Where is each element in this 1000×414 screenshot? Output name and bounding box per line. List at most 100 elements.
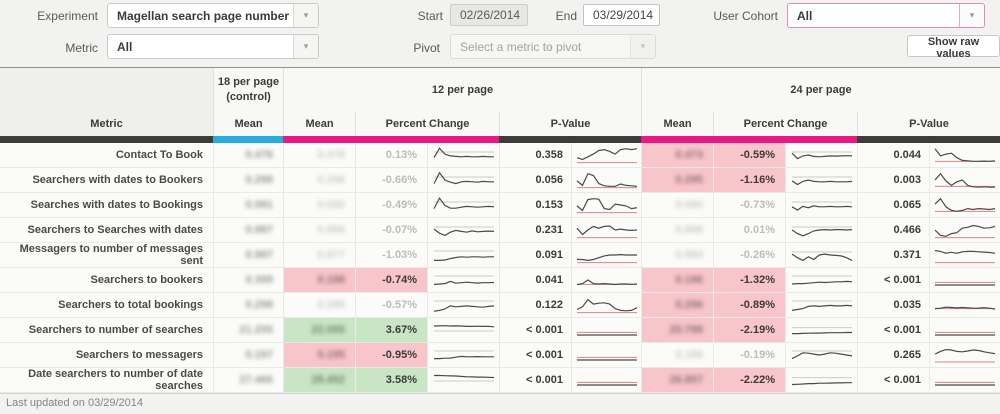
percent-change-value: -1.03%	[355, 243, 427, 268]
mean-value: 22.055	[283, 318, 355, 343]
percent-change-value: -0.07%	[355, 218, 427, 243]
percent-change-sparkline	[785, 318, 857, 343]
control-mean-value: 21.255	[213, 318, 283, 343]
percent-change-value: 3.58%	[355, 368, 427, 393]
column-header-mean-24: Mean	[641, 112, 713, 136]
metric-label: Metric	[65, 41, 98, 55]
column-header-mean-control: Mean	[213, 112, 283, 136]
p-value-sparkline	[571, 243, 641, 268]
percent-change-value: -0.73%	[713, 193, 785, 218]
percent-change-sparkline	[427, 318, 499, 343]
p-value-sparkline	[929, 368, 1000, 393]
header-underline-12	[283, 136, 499, 143]
blurred-value: 0.196	[675, 349, 703, 361]
mean-value: 0.296	[641, 293, 713, 318]
p-value: 0.358	[499, 143, 571, 168]
percent-change-sparkline	[427, 218, 499, 243]
blurred-value: 0.198	[317, 274, 345, 286]
metric-value: All	[117, 39, 133, 54]
blurred-value: 0.197	[245, 349, 273, 361]
header-underline-metric	[0, 136, 213, 143]
p-value: 0.035	[857, 293, 929, 318]
percent-change-sparkline	[785, 193, 857, 218]
p-value-sparkline	[929, 343, 1000, 368]
percent-change-sparkline	[785, 368, 857, 393]
mean-value: 0.198	[283, 268, 355, 293]
p-value-sparkline	[571, 343, 641, 368]
p-value-sparkline	[571, 143, 641, 168]
blurred-value: 0.987	[245, 249, 273, 261]
percent-change-sparkline	[427, 168, 499, 193]
mean-value: 0.478	[283, 143, 355, 168]
percent-change-value: -1.16%	[713, 168, 785, 193]
percent-change-value: -0.26%	[713, 243, 785, 268]
column-header-p-value-24: P-Value	[857, 112, 1000, 136]
p-value: < 0.001	[857, 268, 929, 293]
metric-name: Searchers to messagers	[0, 343, 213, 368]
percent-change-sparkline	[427, 368, 499, 393]
control-mean-value: 0.197	[213, 343, 283, 368]
blurred-value: 0.987	[245, 224, 273, 236]
blurred-value: 0.298	[245, 299, 273, 311]
mean-value: 0.295	[641, 168, 713, 193]
percent-change-value: -0.59%	[713, 143, 785, 168]
show-raw-values-button[interactable]: Show raw values	[907, 35, 1000, 60]
blurred-value: 0.296	[675, 299, 703, 311]
p-value-sparkline	[571, 268, 641, 293]
p-value-sparkline	[571, 193, 641, 218]
pivot-select[interactable]: Select a metric to pivot ▾	[450, 34, 656, 59]
chevron-down-icon: ▾	[630, 35, 655, 58]
pivot-label: Pivot	[413, 41, 440, 55]
end-label: End	[555, 9, 577, 23]
blurred-value: 20.788	[669, 324, 703, 336]
chevron-down-icon: ▾	[959, 4, 984, 27]
metric-select[interactable]: All ▾	[107, 34, 319, 59]
results-table: 18 per page (control) 12 per page 24 per…	[0, 67, 1000, 394]
p-value-sparkline	[929, 193, 1000, 218]
metric-name: Contact To Book	[0, 143, 213, 168]
end-date-input[interactable]	[583, 4, 660, 26]
control-mean-value: 27.466	[213, 368, 283, 393]
percent-change-value: -0.66%	[355, 168, 427, 193]
experiment-select[interactable]: Magellan search page number ▾	[107, 3, 319, 28]
blurred-value: 0.080	[675, 199, 703, 211]
percent-change-sparkline	[427, 293, 499, 318]
metric-name: Searchers to total bookings	[0, 293, 213, 318]
blurred-value: 22.055	[311, 324, 345, 336]
metric-name: Date searchers to number of date searche…	[0, 368, 213, 393]
p-value: 0.065	[857, 193, 929, 218]
p-value-sparkline	[929, 268, 1000, 293]
percent-change-value: -2.22%	[713, 368, 785, 393]
blurred-value: 0.478	[317, 149, 345, 161]
p-value: 0.056	[499, 168, 571, 193]
blurred-value: 0.986	[317, 224, 345, 236]
mean-value: 0.473	[641, 143, 713, 168]
p-value: < 0.001	[499, 343, 571, 368]
metric-group-header-spacer	[0, 68, 213, 112]
mean-value: 0.195	[283, 343, 355, 368]
experiment-value: Magellan search page number	[117, 8, 290, 23]
start-date-input[interactable]	[450, 4, 528, 26]
p-value-sparkline	[929, 143, 1000, 168]
percent-change-sparkline	[785, 143, 857, 168]
blurred-value: 0.984	[675, 249, 703, 261]
percent-change-sparkline	[427, 343, 499, 368]
start-label: Start	[417, 9, 443, 23]
user-cohort-select[interactable]: All ▾	[787, 3, 985, 28]
percent-change-sparkline	[785, 293, 857, 318]
mean-value: 0.984	[641, 243, 713, 268]
blurred-value: 0.295	[317, 299, 345, 311]
column-header-metric: Metric	[0, 112, 213, 136]
percent-change-sparkline	[427, 268, 499, 293]
blurred-value: 0.473	[675, 149, 703, 161]
mean-value: 26.857	[641, 368, 713, 393]
header-underline-24	[641, 136, 857, 143]
control-mean-value: 0.298	[213, 293, 283, 318]
percent-change-sparkline	[427, 243, 499, 268]
p-value: < 0.001	[499, 318, 571, 343]
chevron-down-icon: ▾	[293, 4, 318, 27]
percent-change-value: -0.74%	[355, 268, 427, 293]
p-value: 0.041	[499, 268, 571, 293]
user-cohort-label: User Cohort	[713, 9, 778, 23]
last-updated-text: Last updated on 03/29/2014	[6, 397, 144, 409]
